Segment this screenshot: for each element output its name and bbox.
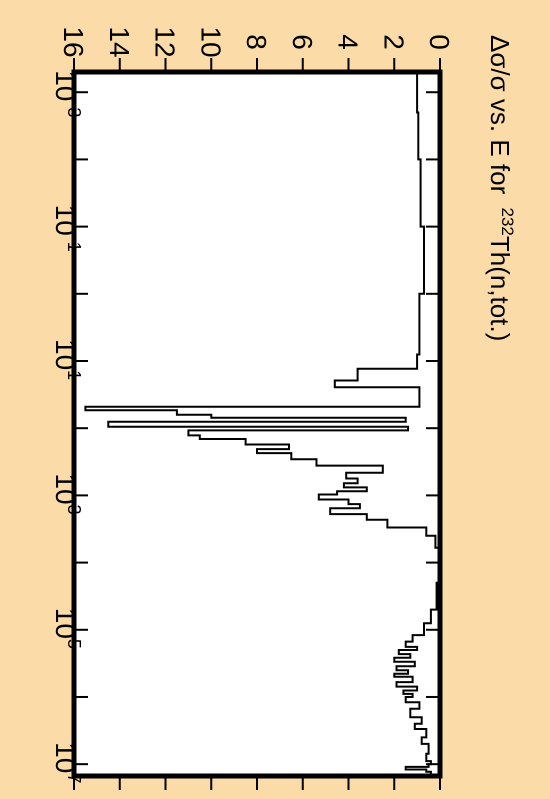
data-series-layer	[84, 72, 441, 777]
value-tick-label: 6	[287, 34, 318, 50]
chart-title: Δσ/σ vs. E for 232Th(n,tot.)	[485, 35, 517, 341]
data-series-0	[84, 72, 441, 777]
chart-title-prefix: Δσ/σ vs. E for	[485, 35, 515, 202]
plot-area	[74, 72, 440, 776]
value-tick-label: 2	[378, 34, 409, 50]
plot-frame	[71, 69, 443, 779]
value-tick-label: 8	[241, 34, 272, 50]
value-tick-label: 0	[424, 34, 455, 50]
value-tick-label: 12	[150, 26, 181, 57]
value-tick-label: 4	[333, 34, 364, 50]
chart-title-superscript: 232	[498, 208, 517, 236]
value-tick-label: 10	[195, 26, 226, 57]
value-tick-label: 14	[104, 26, 135, 57]
value-tick-label: 16	[58, 26, 89, 57]
chart-title-suffix: Th(n,tot.)	[485, 236, 515, 341]
